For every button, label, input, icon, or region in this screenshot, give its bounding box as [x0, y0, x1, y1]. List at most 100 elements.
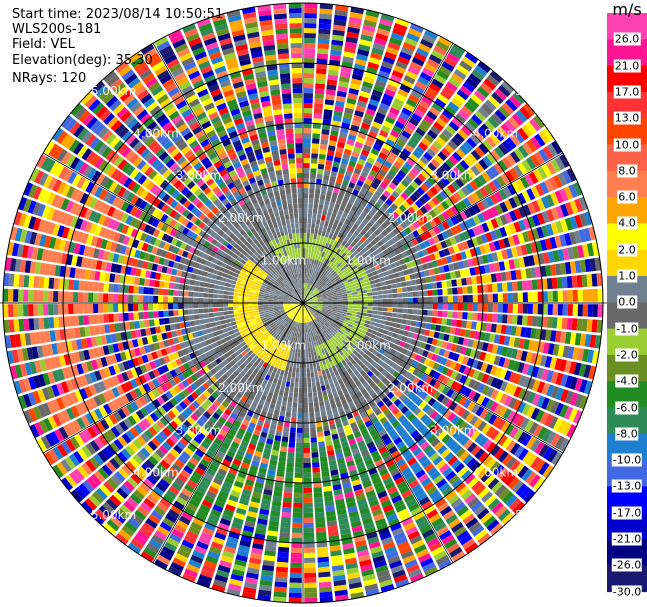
velocity-gate [440, 200, 450, 210]
velocity-gate [494, 228, 503, 239]
velocity-gate [314, 501, 324, 508]
velocity-gate [147, 380, 156, 390]
velocity-gate [464, 329, 471, 338]
velocity-gate [473, 504, 487, 516]
velocity-gate [377, 490, 388, 499]
velocity-gate [508, 223, 517, 235]
velocity-gate [424, 231, 432, 239]
velocity-gate [591, 319, 598, 333]
velocity-gate [393, 22, 408, 32]
velocity-gate [363, 344, 370, 350]
velocity-gate [553, 174, 563, 188]
velocity-gate [413, 433, 423, 443]
velocity-gate [317, 48, 329, 55]
velocity-gate [387, 486, 398, 495]
velocity-gate [354, 281, 360, 286]
velocity-gate [404, 422, 413, 431]
velocity-gate [480, 511, 493, 524]
velocity-gate [275, 383, 281, 390]
velocity-gate [508, 476, 520, 490]
velocity-gate [418, 99, 431, 110]
velocity-gate [230, 333, 237, 340]
velocity-gate [526, 229, 535, 242]
velocity-gate [493, 240, 501, 251]
velocity-gate [373, 160, 383, 169]
velocity-gate [569, 200, 579, 214]
velocity-gate [470, 500, 483, 513]
velocity-gate [400, 376, 408, 385]
velocity-gate [362, 415, 370, 424]
velocity-gate [319, 400, 325, 407]
velocity-gate [123, 500, 136, 513]
velocity-gate [320, 268, 325, 274]
velocity-gate [512, 194, 522, 207]
velocity-gate [374, 370, 381, 377]
velocity-gate [432, 455, 443, 466]
velocity-gate [343, 321, 349, 326]
velocity-gate [284, 355, 289, 361]
velocity-gate [402, 42, 416, 52]
velocity-gate [462, 424, 473, 435]
velocity-gate [345, 285, 351, 289]
velocity-gate [446, 218, 455, 228]
velocity-gate [185, 377, 194, 385]
velocity-gate [310, 163, 318, 169]
velocity-gate [277, 316, 283, 321]
velocity-gate [416, 209, 424, 218]
velocity-gate [359, 90, 371, 99]
velocity-gate [409, 193, 418, 203]
velocity-gate [325, 290, 331, 294]
velocity-gate [187, 360, 195, 368]
velocity-gate [339, 317, 345, 322]
velocity-gate [271, 500, 282, 507]
velocity-gate [511, 412, 521, 425]
velocity-gate [335, 363, 341, 370]
velocity-gate [303, 83, 314, 89]
velocity-gate [317, 229, 323, 236]
velocity-gate [228, 428, 237, 437]
velocity-gate [258, 436, 267, 443]
velocity-gate [359, 259, 366, 265]
velocity-gate [574, 332, 582, 346]
velocity-gate [373, 177, 382, 186]
velocity-gate [334, 267, 341, 273]
velocity-gate [315, 219, 321, 225]
velocity-gate [315, 361, 320, 367]
velocity-gate [360, 122, 371, 130]
velocity-gate [353, 333, 360, 339]
velocity-gate [264, 385, 271, 392]
velocity-gate [174, 367, 182, 375]
velocity-gate [350, 247, 356, 254]
velocity-gate [446, 542, 460, 554]
velocity-gate [329, 175, 337, 183]
velocity-gate [503, 199, 513, 211]
velocity-gate [322, 296, 328, 299]
velocity-gate [210, 383, 218, 392]
velocity-gate [382, 177, 391, 186]
velocity-gate [406, 32, 420, 43]
velocity-gate [326, 409, 333, 416]
velocity-gate [452, 244, 460, 253]
velocity-gate [359, 321, 365, 327]
velocity-gate [328, 284, 334, 288]
velocity-gate [420, 224, 429, 233]
velocity-gate [362, 24, 376, 33]
velocity-gate [283, 333, 287, 339]
velocity-gate [409, 573, 424, 583]
velocity-gate [300, 357, 303, 363]
velocity-gate [410, 507, 423, 517]
velocity-gate [520, 326, 527, 338]
velocity-gate [503, 237, 511, 248]
velocity-gate [79, 401, 89, 414]
velocity-gate [513, 165, 524, 178]
velocity-gate [362, 454, 372, 462]
velocity-gate [352, 250, 359, 256]
velocity-gate [477, 420, 487, 432]
velocity-gate [508, 371, 517, 383]
velocity-gate [323, 252, 328, 259]
velocity-gate [231, 346, 239, 353]
velocity-gate [303, 502, 313, 508]
velocity-gate [235, 476, 246, 484]
velocity-gate [337, 303, 343, 305]
velocity-gate [263, 489, 273, 496]
